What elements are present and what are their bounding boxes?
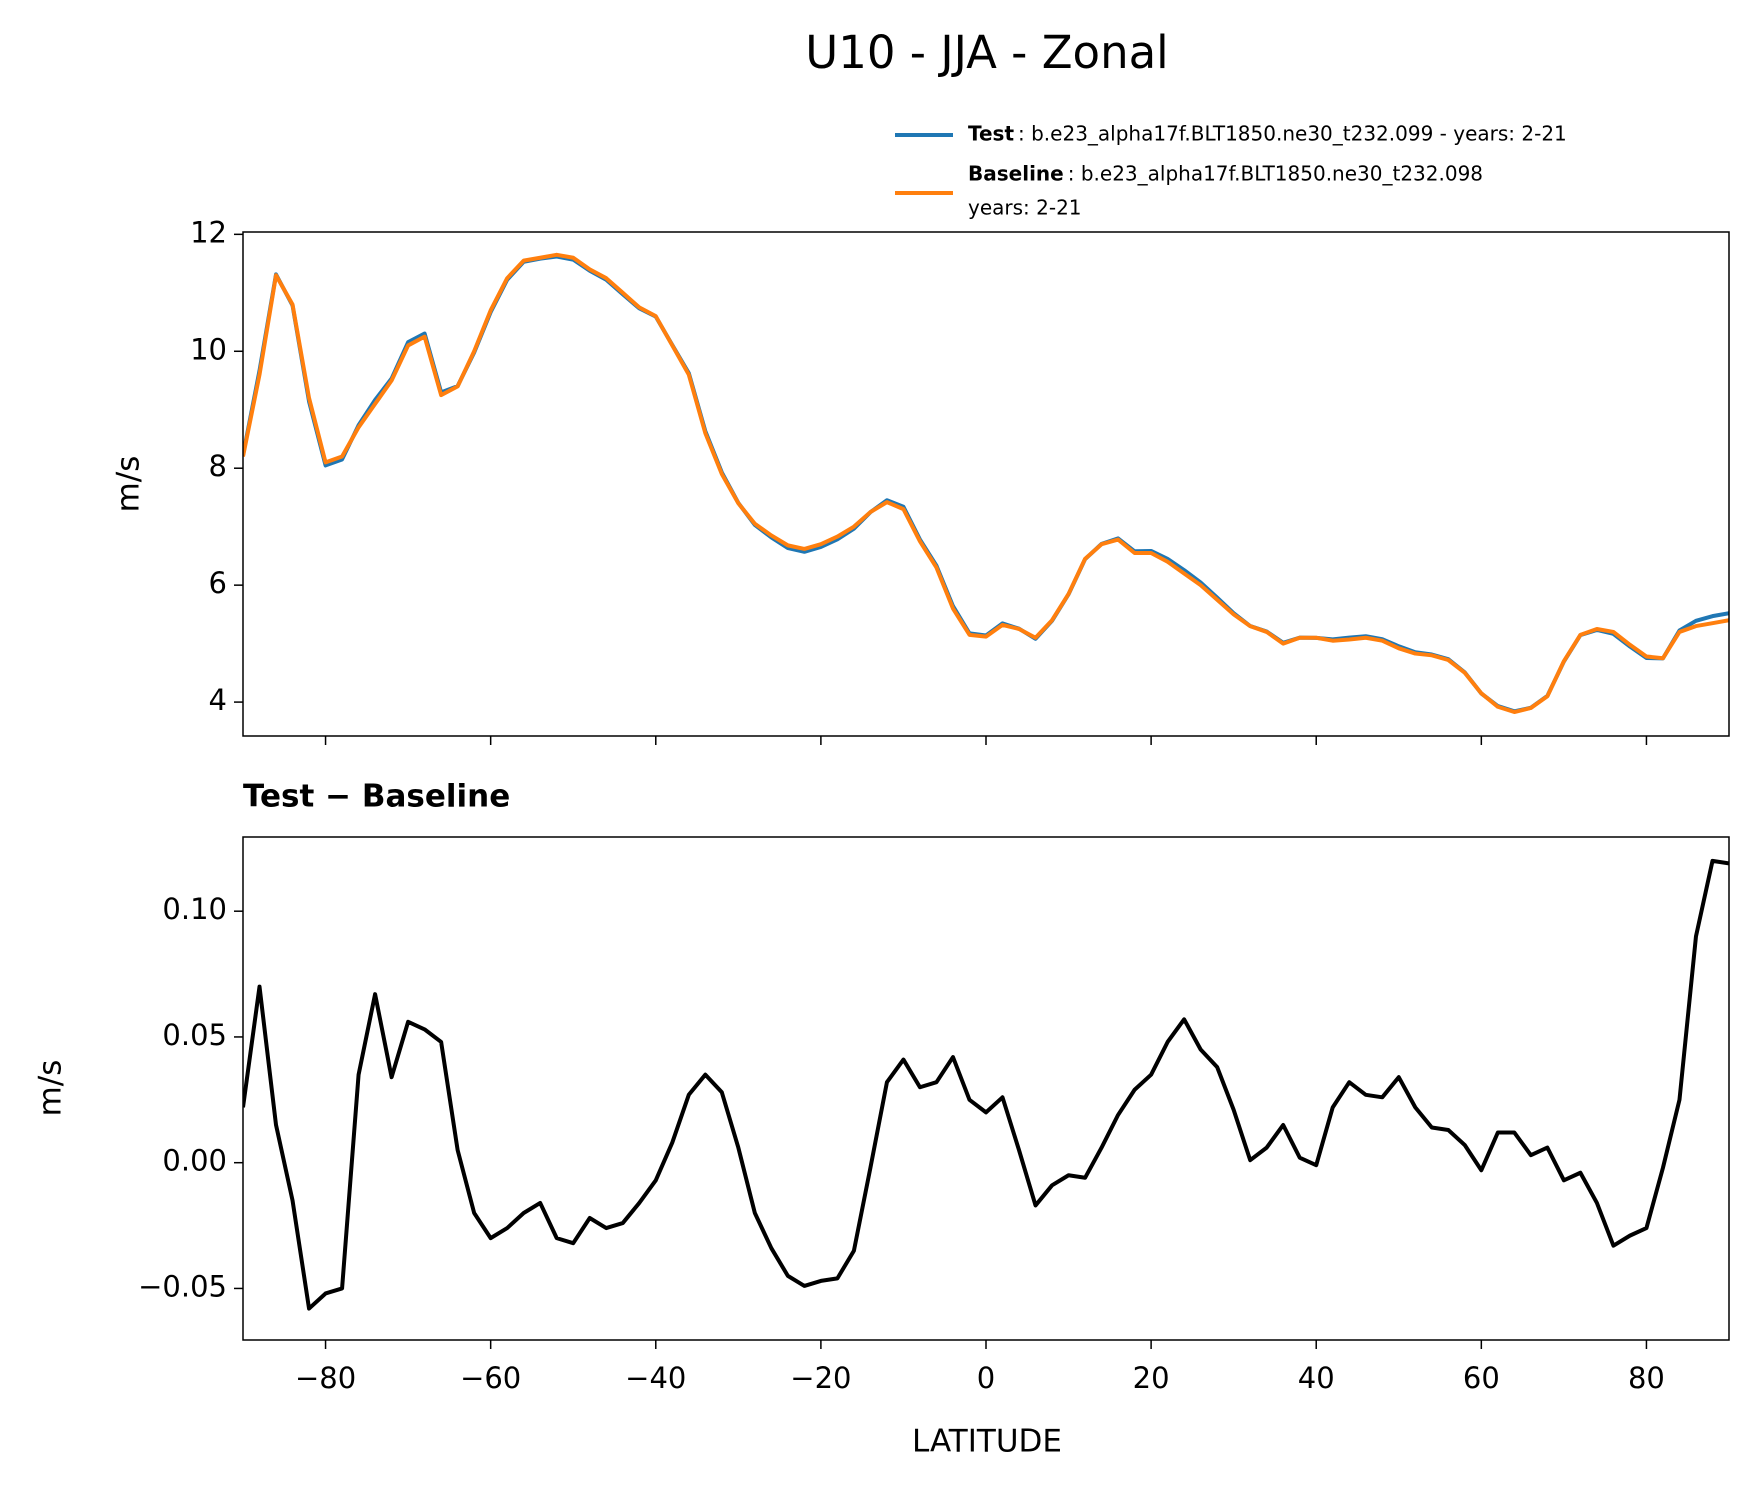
y-tick-label: 6 — [209, 566, 227, 600]
x-tick-label: 0 — [977, 1361, 995, 1395]
x-axis-label: LATITUDE — [912, 1424, 1062, 1460]
legend-description: : b.e23_alpha17f.BLT1850.ne30_t232.099 -… — [1018, 122, 1567, 146]
y-tick-label: 0.05 — [162, 1018, 227, 1052]
legend-description: : b.e23_alpha17f.BLT1850.ne30_t232.098 — [1068, 162, 1483, 186]
plot-frame — [242, 836, 1730, 1341]
legend-label: Baseline — [968, 162, 1064, 186]
x-tick-label: 80 — [1628, 1361, 1665, 1395]
x-tick-label: −40 — [625, 1361, 686, 1395]
legend-label: Test — [968, 122, 1014, 146]
figure-title: U10 - JJA - Zonal — [805, 26, 1168, 79]
y-tick-label: 12 — [190, 215, 227, 249]
plot-frame — [242, 231, 1730, 737]
x-tick-label: 40 — [1298, 1361, 1335, 1395]
y-tick-label: −0.05 — [138, 1269, 227, 1303]
data-line — [243, 252, 1729, 715]
y-tick-label: 10 — [190, 332, 227, 366]
y-tick-label: 8 — [209, 449, 227, 483]
x-tick-label: 20 — [1133, 1361, 1170, 1395]
panel-title: Test − Baseline — [243, 779, 510, 815]
x-tick-label: 60 — [1463, 1361, 1500, 1395]
y-tick-label: 0.00 — [162, 1144, 227, 1178]
y-axis-label: m/s — [111, 456, 147, 513]
y-axis-label: m/s — [33, 1060, 69, 1117]
x-tick-label: −60 — [460, 1361, 521, 1395]
y-tick-label: 4 — [209, 683, 227, 717]
x-tick-label: −20 — [790, 1361, 851, 1395]
legend-description: years: 2-21 — [968, 196, 1082, 220]
x-tick-label: −80 — [295, 1361, 356, 1395]
data-line — [243, 254, 1729, 714]
data-line — [243, 858, 1729, 1311]
y-tick-label: 0.10 — [162, 892, 227, 926]
